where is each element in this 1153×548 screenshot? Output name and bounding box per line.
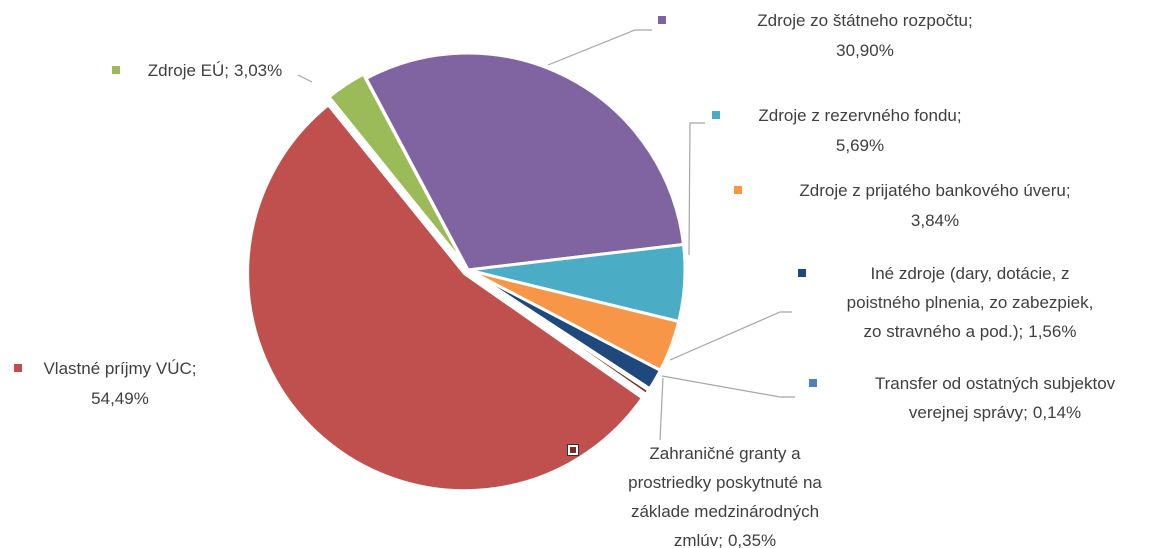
data-label: Iné zdroje (dary, dotácie, z poistného pl… xyxy=(847,264,1094,341)
category-line: Zdroje EÚ; xyxy=(148,61,229,80)
label-marker xyxy=(712,111,720,119)
data-label: Transfer od ostatných subjektov verejnej … xyxy=(875,374,1116,422)
value-label: 3,03% xyxy=(234,61,282,80)
category-label: Zdroje EÚ; xyxy=(148,61,229,80)
leader-line xyxy=(659,377,664,441)
category-label: Vlastné príjmy VÚC; xyxy=(43,359,196,378)
label-marker xyxy=(798,269,806,277)
category-line: verejnej správy; xyxy=(909,403,1028,422)
leader-line xyxy=(297,74,313,83)
value-label: 30,90% xyxy=(836,41,894,60)
category-label: Zdroje z rezervného fondu; xyxy=(758,106,961,125)
value-label: 0,35% xyxy=(728,531,776,548)
pie-slice xyxy=(467,268,651,397)
pie-slice xyxy=(326,72,467,267)
leader-line xyxy=(669,311,792,361)
pie-slice xyxy=(246,102,645,493)
category-label: Zdroje zo štátneho rozpočtu; xyxy=(757,11,972,30)
value-label: 5,69% xyxy=(836,136,884,155)
label-marker xyxy=(734,186,742,194)
value-label: 54,49% xyxy=(91,389,149,408)
category-line: Zdroje zo štátneho rozpočtu; xyxy=(757,11,972,30)
leader-line xyxy=(661,375,795,398)
category-line: Transfer od ostatných subjektov xyxy=(875,374,1116,393)
category-line: Zdroje z prijatého bankového úveru; xyxy=(799,181,1070,200)
data-label: Zdroje z prijatého bankového úveru; 3,84% xyxy=(799,181,1070,230)
category-label: Zahraničné granty a prostriedky poskytnut… xyxy=(628,444,822,548)
data-label: Zdroje EÚ; 3,03% xyxy=(148,61,282,80)
leader-line xyxy=(688,122,705,256)
category-line: Iné zdroje (dary, dotácie, z xyxy=(870,264,1069,283)
leader-line xyxy=(547,29,652,66)
label-marker xyxy=(568,445,578,455)
data-label: Zdroje zo štátneho rozpočtu; 30,90% xyxy=(757,11,972,60)
category-line: poistného plnenia, zo zabezpiek, xyxy=(847,293,1094,312)
label-marker xyxy=(14,364,22,372)
value-label: 1,56% xyxy=(1028,322,1076,341)
data-label: Vlastné príjmy VÚC; 54,49% xyxy=(43,359,196,408)
category-line: Zahraničné granty a xyxy=(649,444,801,463)
label-marker xyxy=(112,66,120,74)
data-label: Zahraničné granty a prostriedky poskytnut… xyxy=(628,444,822,548)
category-line: zmlúv; xyxy=(674,531,723,548)
value-label: 0,14% xyxy=(1033,403,1081,422)
category-label: Zdroje z prijatého bankového úveru; xyxy=(799,181,1070,200)
category-line: Vlastné príjmy VÚC; xyxy=(43,359,196,378)
category-line: Zdroje z rezervného fondu; xyxy=(758,106,961,125)
category-label: Iné zdroje (dary, dotácie, z poistného pl… xyxy=(847,264,1094,341)
leader-lines xyxy=(297,29,795,441)
value-label: 3,84% xyxy=(911,211,959,230)
pie-slice xyxy=(364,51,686,272)
category-line: zo stravného a pod.); xyxy=(864,322,1024,341)
data-label: Zdroje z rezervného fondu; 5,69% xyxy=(758,106,961,155)
category-line: základe medzinárodných xyxy=(631,502,819,521)
category-label: Transfer od ostatných subjektov verejnej … xyxy=(875,374,1116,422)
label-marker xyxy=(658,16,666,24)
label-marker xyxy=(809,379,817,387)
category-line: prostriedky poskytnuté na xyxy=(628,473,822,492)
